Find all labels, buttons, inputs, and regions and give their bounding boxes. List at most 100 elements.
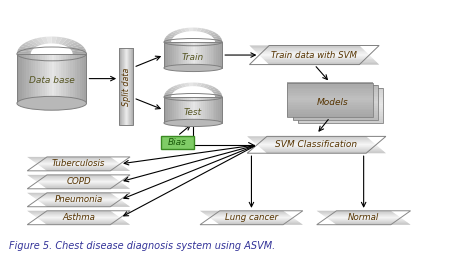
Polygon shape xyxy=(33,197,117,198)
Polygon shape xyxy=(252,48,363,49)
Bar xyxy=(187,42,190,68)
Bar xyxy=(187,97,190,123)
Bar xyxy=(293,116,378,118)
Bar xyxy=(298,88,383,90)
Bar xyxy=(298,96,383,98)
Bar xyxy=(82,54,85,103)
Wedge shape xyxy=(164,38,172,40)
Bar xyxy=(298,95,383,97)
Polygon shape xyxy=(250,138,369,139)
Wedge shape xyxy=(52,36,57,44)
Bar xyxy=(40,54,43,103)
Bar xyxy=(287,89,373,91)
Polygon shape xyxy=(36,199,120,200)
Polygon shape xyxy=(218,223,301,224)
Bar xyxy=(293,90,378,92)
Bar xyxy=(205,97,207,123)
Polygon shape xyxy=(36,163,120,164)
Bar xyxy=(199,97,202,123)
Wedge shape xyxy=(206,30,214,34)
Bar xyxy=(287,101,373,103)
Wedge shape xyxy=(208,87,217,91)
Polygon shape xyxy=(46,206,130,207)
Bar xyxy=(298,116,383,117)
Bar xyxy=(70,54,73,103)
Wedge shape xyxy=(164,93,172,95)
Text: COPD: COPD xyxy=(66,177,91,186)
Wedge shape xyxy=(193,83,198,86)
Polygon shape xyxy=(42,221,126,222)
Polygon shape xyxy=(268,64,379,65)
Bar xyxy=(298,112,383,114)
Wedge shape xyxy=(215,95,222,97)
Bar xyxy=(193,97,196,123)
Wedge shape xyxy=(165,36,174,39)
Bar xyxy=(298,89,383,91)
Bar xyxy=(170,97,172,123)
Bar xyxy=(174,42,176,68)
Polygon shape xyxy=(38,200,121,201)
Bar xyxy=(205,42,207,68)
Bar xyxy=(298,98,383,100)
Bar xyxy=(185,42,188,68)
Bar xyxy=(211,97,213,123)
Polygon shape xyxy=(42,203,126,204)
Bar xyxy=(181,42,184,68)
Polygon shape xyxy=(205,214,289,215)
Ellipse shape xyxy=(164,119,222,126)
Polygon shape xyxy=(330,220,405,221)
Bar xyxy=(209,42,211,68)
Bar xyxy=(298,121,383,123)
Bar xyxy=(293,106,378,108)
Polygon shape xyxy=(44,187,128,188)
Bar xyxy=(201,42,203,68)
Text: SVM Classification: SVM Classification xyxy=(275,140,358,149)
Bar xyxy=(168,42,170,68)
Bar xyxy=(172,97,174,123)
Text: Split data: Split data xyxy=(122,67,131,106)
Polygon shape xyxy=(265,152,385,153)
Polygon shape xyxy=(30,177,114,178)
Bar xyxy=(43,54,45,103)
Wedge shape xyxy=(203,29,210,33)
Polygon shape xyxy=(42,185,126,186)
Polygon shape xyxy=(46,188,130,189)
Polygon shape xyxy=(265,151,384,152)
Polygon shape xyxy=(334,223,409,224)
Bar xyxy=(287,110,373,112)
Ellipse shape xyxy=(164,64,222,72)
Bar xyxy=(287,82,373,84)
Polygon shape xyxy=(208,216,292,217)
Bar xyxy=(211,42,213,68)
Bar xyxy=(287,103,373,105)
Bar xyxy=(287,95,373,96)
Bar xyxy=(47,54,50,103)
Bar xyxy=(293,101,378,103)
Polygon shape xyxy=(38,164,121,165)
Polygon shape xyxy=(29,194,113,195)
Bar xyxy=(293,109,378,111)
Polygon shape xyxy=(32,160,116,161)
Bar xyxy=(287,100,373,102)
Bar xyxy=(287,98,373,100)
Polygon shape xyxy=(38,218,121,219)
Polygon shape xyxy=(213,220,297,221)
Text: Train data with SVM: Train data with SVM xyxy=(271,50,357,60)
Bar xyxy=(298,119,383,121)
Polygon shape xyxy=(260,55,371,56)
Wedge shape xyxy=(71,49,86,52)
Bar xyxy=(65,54,68,103)
Wedge shape xyxy=(19,46,33,51)
Bar xyxy=(125,48,126,125)
Bar xyxy=(287,109,373,110)
Bar xyxy=(214,42,217,68)
Bar xyxy=(183,97,186,123)
Wedge shape xyxy=(17,51,31,54)
Bar xyxy=(293,99,378,101)
Polygon shape xyxy=(39,201,123,202)
Wedge shape xyxy=(200,28,207,32)
Polygon shape xyxy=(202,212,285,213)
Bar xyxy=(298,100,383,102)
Bar xyxy=(293,115,378,116)
Wedge shape xyxy=(180,83,186,87)
